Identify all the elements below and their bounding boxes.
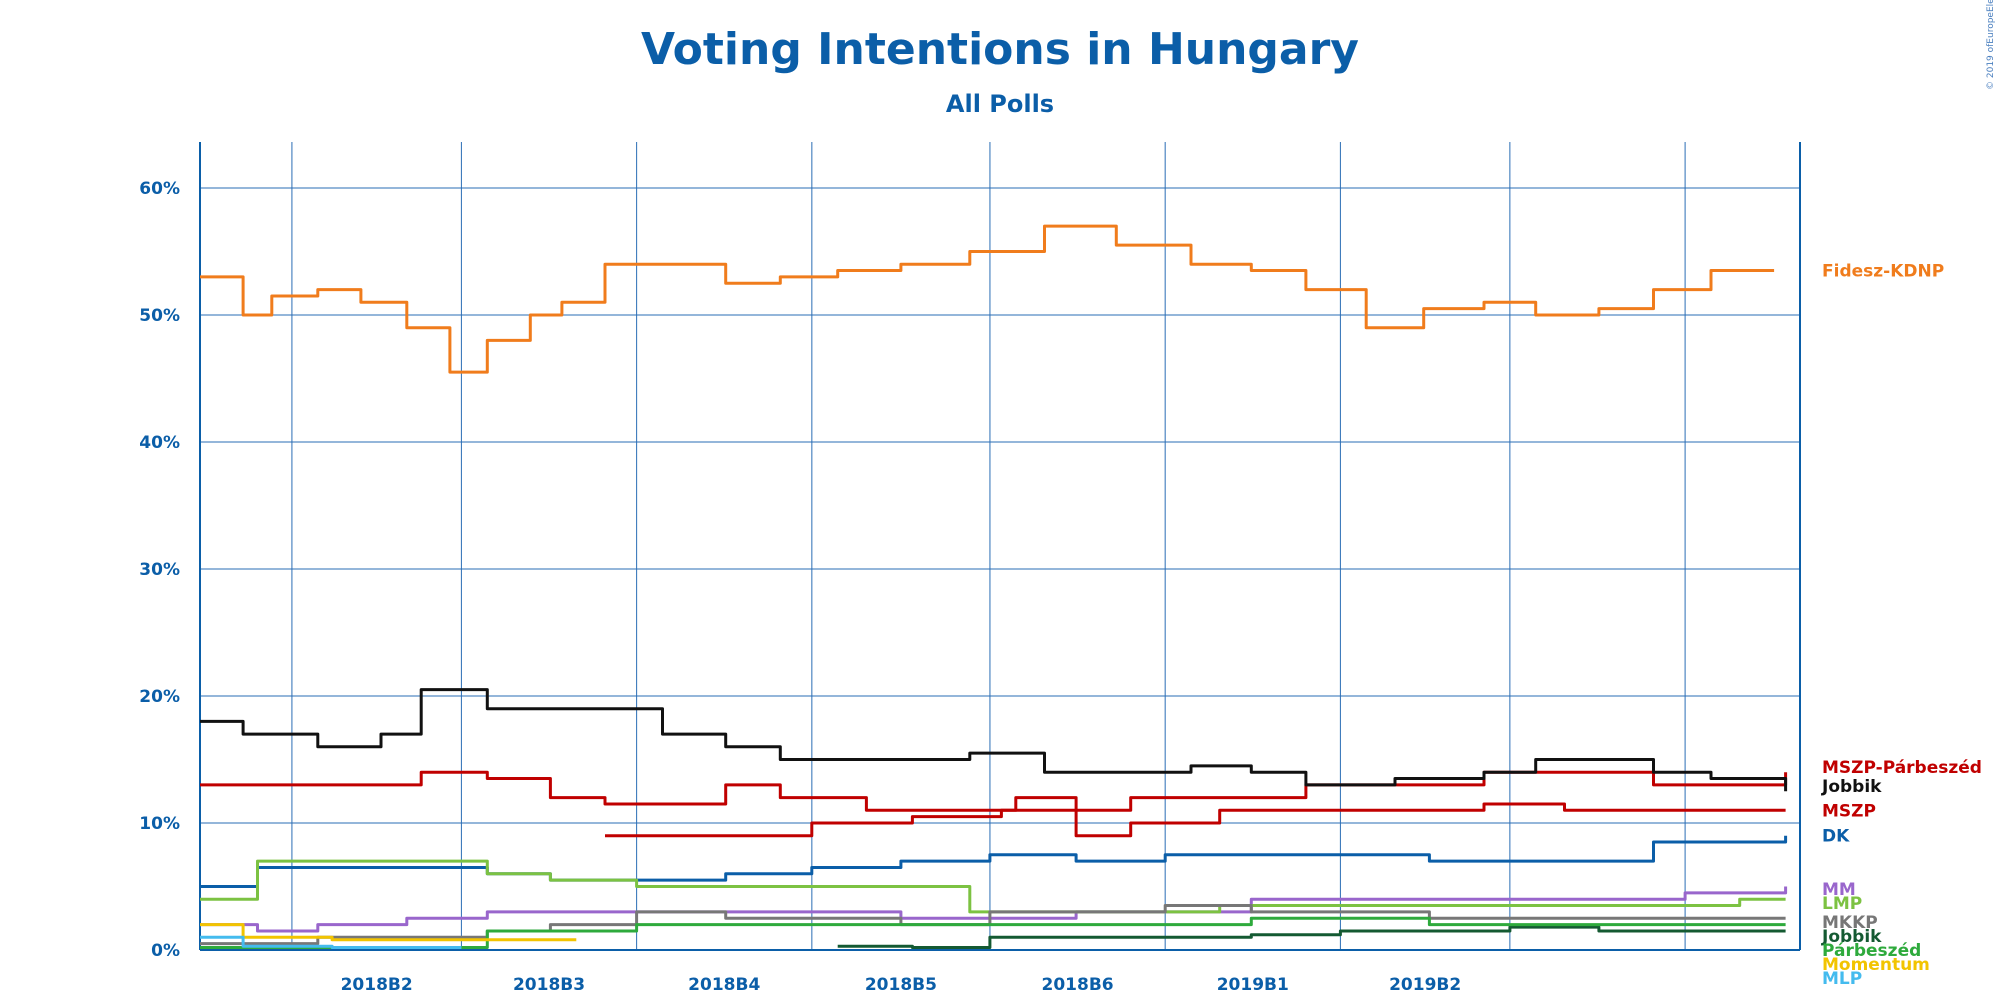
chart-subtitle: All Polls <box>946 90 1054 118</box>
series-line-momentum <box>200 923 577 942</box>
series-label-mm: MM <box>1822 880 1856 900</box>
x-tick-label: 2018B3 <box>513 975 585 995</box>
grid <box>200 142 1800 950</box>
series-line-dk <box>200 835 1788 888</box>
y-tick-label: 0% <box>151 941 180 961</box>
y-tick-label: 40% <box>139 433 180 453</box>
series-label-mkkp: MKKP <box>1822 913 1878 933</box>
series-line-mszp <box>605 802 1786 838</box>
y-axis-ticks: 0% 10% 20% 30% 40% 50% 60% <box>139 179 180 961</box>
x-tick-label: 2018B6 <box>1042 975 1114 995</box>
series-label-dk: DK <box>1822 827 1850 847</box>
x-tick-label: 2018B2 <box>341 975 413 995</box>
series-line-p-rbesz-d <box>200 916 1786 949</box>
y-tick-label: 20% <box>139 687 180 707</box>
series-label-mlp: MLP <box>1822 969 1862 989</box>
y-tick-label: 10% <box>139 814 180 834</box>
series-label-p-rbesz-d: Párbeszéd <box>1822 941 1921 961</box>
x-axis-ticks: 2018B2 2018B3 2018B4 2018B5 2018B6 2019B1 2019… <box>341 975 1462 995</box>
x-tick-label: 2019B1 <box>1217 975 1289 995</box>
series-label-jobbik: Jobbik <box>1821 777 1882 797</box>
y-tick-label: 60% <box>139 179 180 199</box>
series-line-mlp <box>200 935 462 949</box>
series-line-fidesz-kdnp <box>200 224 1775 374</box>
plot-frame <box>199 142 1801 951</box>
series-line-jobbik <box>837 925 1786 949</box>
series-line-lmp <box>200 859 1786 914</box>
x-tick-label: 2018B5 <box>865 975 937 995</box>
series-label-mszp-p-rbesz-d: MSZP-Párbeszéd <box>1822 758 1982 778</box>
series-lines <box>200 224 1788 949</box>
series-line-jobbik <box>200 688 1788 792</box>
y-tick-label: 50% <box>139 306 180 326</box>
series-label-fidesz-kdnp: Fidesz-KDNP <box>1822 262 1944 282</box>
x-tick-label: 2019B2 <box>1389 975 1461 995</box>
copyright-notice: © 2019 ofEuropeElects <box>1986 0 1996 90</box>
series-label-lmp: LMP <box>1822 894 1862 914</box>
chart-title: Voting Intentions in Hungary <box>641 24 1359 75</box>
series-label-jobbik: Jobbik <box>1821 927 1882 947</box>
series-label-mszp: MSZP <box>1822 801 1876 821</box>
series-label-momentum: Momentum <box>1822 955 1930 975</box>
x-tick-label: 2018B4 <box>688 975 760 995</box>
y-tick-label: 30% <box>139 560 180 580</box>
series-end-labels: Fidesz-KDNPMSZP-PárbeszédJobbikMSZPDKMML… <box>1821 262 1982 990</box>
